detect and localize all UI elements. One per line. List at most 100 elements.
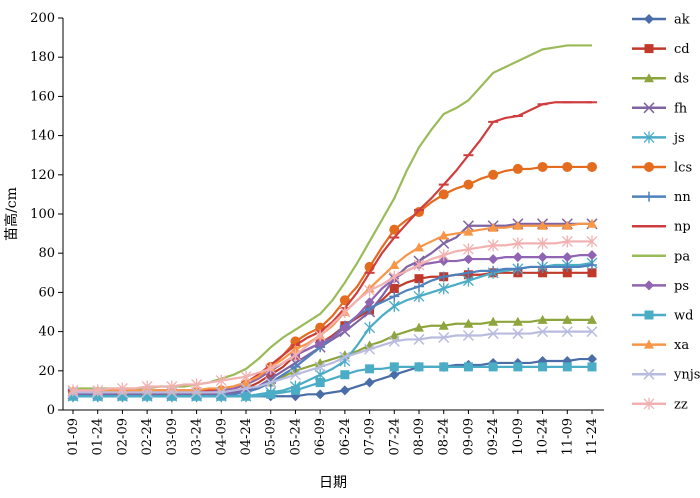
data-point <box>414 281 424 292</box>
series-line <box>73 330 592 394</box>
x-tick-label: 08-09 <box>412 418 427 455</box>
legend-label: pa <box>674 249 690 264</box>
x-tick-label: 09-24 <box>486 418 501 455</box>
data-point <box>488 254 499 265</box>
x-tick-label: 03-24 <box>190 418 205 455</box>
data-point <box>512 252 523 263</box>
data-point <box>562 314 573 324</box>
x-tick-label: 07-24 <box>387 418 402 455</box>
data-point <box>389 283 399 293</box>
data-point <box>67 384 79 397</box>
legend-label: zz <box>674 397 688 412</box>
x-tick-label: 05-09 <box>264 418 279 455</box>
data-point <box>191 378 203 391</box>
data-point <box>462 329 474 342</box>
data-point <box>364 377 375 388</box>
x-tick-label: 05-24 <box>288 418 303 455</box>
legend-item-ds: ds <box>632 72 689 87</box>
data-point <box>315 338 326 349</box>
data-point <box>562 362 572 372</box>
data-point <box>537 261 548 272</box>
legend-item-ak: ak <box>632 13 690 28</box>
x-axis-ticks: 01-09 01-24 02-09 02-24 03-09 03-24 04-09 04-24… <box>66 410 600 455</box>
data-point <box>339 351 351 363</box>
data-point <box>512 237 524 250</box>
data-point <box>266 389 276 399</box>
data-point <box>463 362 473 372</box>
data-point <box>644 280 654 291</box>
data-point <box>339 385 350 396</box>
legend-label: np <box>674 220 691 235</box>
data-point <box>644 191 654 202</box>
x-tick-label: 10-24 <box>536 418 551 455</box>
legend-label: fh <box>674 101 688 116</box>
data-point <box>241 391 251 401</box>
data-point <box>644 73 654 83</box>
data-point <box>265 362 277 375</box>
data-point <box>537 252 548 263</box>
legend-label: ynjs <box>673 368 700 383</box>
data-point <box>389 330 400 340</box>
data-point <box>644 44 654 54</box>
data-point <box>512 163 523 174</box>
legend-label: xa <box>674 338 689 353</box>
data-point <box>413 258 425 271</box>
x-tick-label: 02-09 <box>115 418 130 455</box>
data-point <box>488 362 498 372</box>
series-wd <box>68 362 597 401</box>
x-tick-label: 11-24 <box>585 418 600 455</box>
x-tick-label: 01-09 <box>66 418 81 455</box>
series-line <box>73 240 592 392</box>
data-point <box>339 295 350 306</box>
legend-item-np: np <box>632 220 691 235</box>
data-point <box>562 161 573 172</box>
data-point <box>315 378 325 388</box>
legend-item-cd: cd <box>632 42 690 57</box>
data-point <box>537 161 548 172</box>
data-point <box>463 179 474 190</box>
data-point <box>587 250 597 261</box>
x-tick-label: 09-09 <box>461 418 476 455</box>
data-point <box>388 335 400 347</box>
y-tick-label: 100 <box>30 207 55 222</box>
data-point <box>216 391 226 401</box>
data-point <box>512 316 523 326</box>
data-point <box>265 377 277 389</box>
data-point <box>562 220 573 230</box>
x-tick-label: 02-24 <box>140 418 155 455</box>
data-point <box>538 362 548 372</box>
data-point <box>364 284 376 297</box>
y-axis-title: 苗高/cm <box>3 187 20 241</box>
data-point <box>586 235 598 248</box>
data-point <box>644 310 654 320</box>
data-point <box>512 263 523 274</box>
data-point <box>438 230 449 240</box>
y-axis-ticks: 0 20 40 60 80 100 120 140 160 180 200 <box>30 11 63 418</box>
data-point <box>463 226 474 236</box>
x-tick-label: 04-24 <box>239 418 254 455</box>
data-point <box>314 361 326 373</box>
data-point <box>512 328 524 340</box>
legend-label: nn <box>674 190 691 205</box>
data-point <box>537 326 549 338</box>
data-point <box>314 329 326 342</box>
data-point <box>438 237 450 249</box>
data-point <box>240 370 252 383</box>
legend-item-ynjs: ynjs <box>632 368 700 383</box>
series-nn <box>68 259 597 402</box>
data-point <box>439 362 449 372</box>
y-tick-label: 0 <box>47 403 55 418</box>
data-point <box>364 321 376 334</box>
data-point <box>587 314 597 324</box>
legend-label: ps <box>674 279 689 294</box>
x-tick-label: 11-09 <box>560 418 575 455</box>
x-tick-label: 04-09 <box>214 418 229 455</box>
data-point <box>438 271 449 282</box>
data-point <box>389 369 400 380</box>
x-tick-label: 06-24 <box>338 418 353 455</box>
data-point <box>289 369 301 381</box>
data-point <box>488 265 499 276</box>
data-point <box>463 267 474 278</box>
y-tick-label: 20 <box>38 364 55 379</box>
